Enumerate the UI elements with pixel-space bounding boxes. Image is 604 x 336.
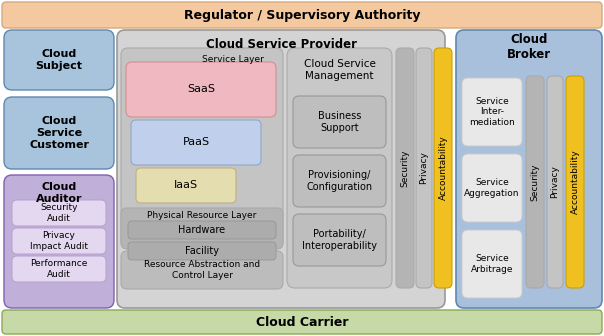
FancyBboxPatch shape [462, 78, 522, 146]
Text: Privacy: Privacy [420, 152, 428, 184]
Text: Resource Abstraction and
Control Layer: Resource Abstraction and Control Layer [144, 260, 260, 280]
FancyBboxPatch shape [566, 76, 584, 288]
FancyBboxPatch shape [293, 155, 386, 207]
Text: Cloud Service Provider: Cloud Service Provider [205, 39, 356, 51]
FancyBboxPatch shape [526, 76, 544, 288]
FancyBboxPatch shape [126, 62, 276, 117]
FancyBboxPatch shape [462, 154, 522, 222]
FancyBboxPatch shape [2, 310, 602, 334]
Text: Service
Inter-
mediation: Service Inter- mediation [469, 97, 515, 127]
Text: Cloud Service
Management: Cloud Service Management [304, 59, 376, 81]
Text: IaaS: IaaS [174, 180, 198, 190]
Text: Security
Audit: Security Audit [40, 203, 78, 223]
FancyBboxPatch shape [136, 168, 236, 203]
FancyBboxPatch shape [416, 48, 432, 288]
FancyBboxPatch shape [293, 96, 386, 148]
FancyBboxPatch shape [128, 221, 276, 239]
Text: PaaS: PaaS [182, 137, 210, 147]
FancyBboxPatch shape [434, 48, 452, 288]
Text: Facility: Facility [185, 246, 219, 256]
FancyBboxPatch shape [12, 256, 106, 282]
FancyBboxPatch shape [293, 214, 386, 266]
Text: Portability/
Interoperability: Portability/ Interoperability [302, 229, 377, 251]
Text: Accountability: Accountability [571, 150, 579, 214]
FancyBboxPatch shape [456, 30, 602, 308]
Text: Hardware: Hardware [178, 225, 225, 235]
Text: Accountability: Accountability [439, 136, 448, 200]
FancyBboxPatch shape [12, 228, 106, 254]
Text: Security: Security [530, 163, 539, 201]
FancyBboxPatch shape [2, 2, 602, 28]
FancyBboxPatch shape [12, 200, 106, 226]
FancyBboxPatch shape [121, 251, 283, 289]
FancyBboxPatch shape [4, 30, 114, 90]
Text: Performance
Audit: Performance Audit [30, 259, 88, 279]
FancyBboxPatch shape [121, 48, 283, 248]
FancyBboxPatch shape [547, 76, 563, 288]
Text: Service Layer: Service Layer [202, 55, 264, 65]
Text: Service
Arbitrage: Service Arbitrage [471, 254, 513, 274]
Text: Cloud
Broker: Cloud Broker [507, 33, 551, 61]
Text: Business
Support: Business Support [318, 111, 361, 133]
FancyBboxPatch shape [4, 175, 114, 308]
Text: Cloud Carrier: Cloud Carrier [255, 316, 349, 329]
Text: Privacy
Impact Audit: Privacy Impact Audit [30, 231, 88, 251]
FancyBboxPatch shape [121, 208, 283, 249]
Text: Regulator / Supervisory Authority: Regulator / Supervisory Authority [184, 8, 420, 22]
FancyBboxPatch shape [462, 230, 522, 298]
Text: Cloud
Auditor: Cloud Auditor [36, 182, 82, 204]
Text: SaaS: SaaS [187, 84, 215, 94]
Text: Privacy: Privacy [550, 166, 559, 199]
Text: Cloud
Service
Customer: Cloud Service Customer [29, 116, 89, 150]
FancyBboxPatch shape [4, 97, 114, 169]
FancyBboxPatch shape [128, 242, 276, 260]
Text: Physical Resource Layer: Physical Resource Layer [147, 211, 257, 220]
FancyBboxPatch shape [287, 48, 392, 288]
FancyBboxPatch shape [396, 48, 414, 288]
Text: Service
Aggregation: Service Aggregation [464, 178, 520, 198]
Text: Provisioning/
Configuration: Provisioning/ Configuration [306, 170, 373, 192]
FancyBboxPatch shape [117, 30, 445, 308]
Text: Security: Security [400, 149, 410, 187]
Text: Cloud
Subject: Cloud Subject [36, 49, 83, 71]
FancyBboxPatch shape [131, 120, 261, 165]
